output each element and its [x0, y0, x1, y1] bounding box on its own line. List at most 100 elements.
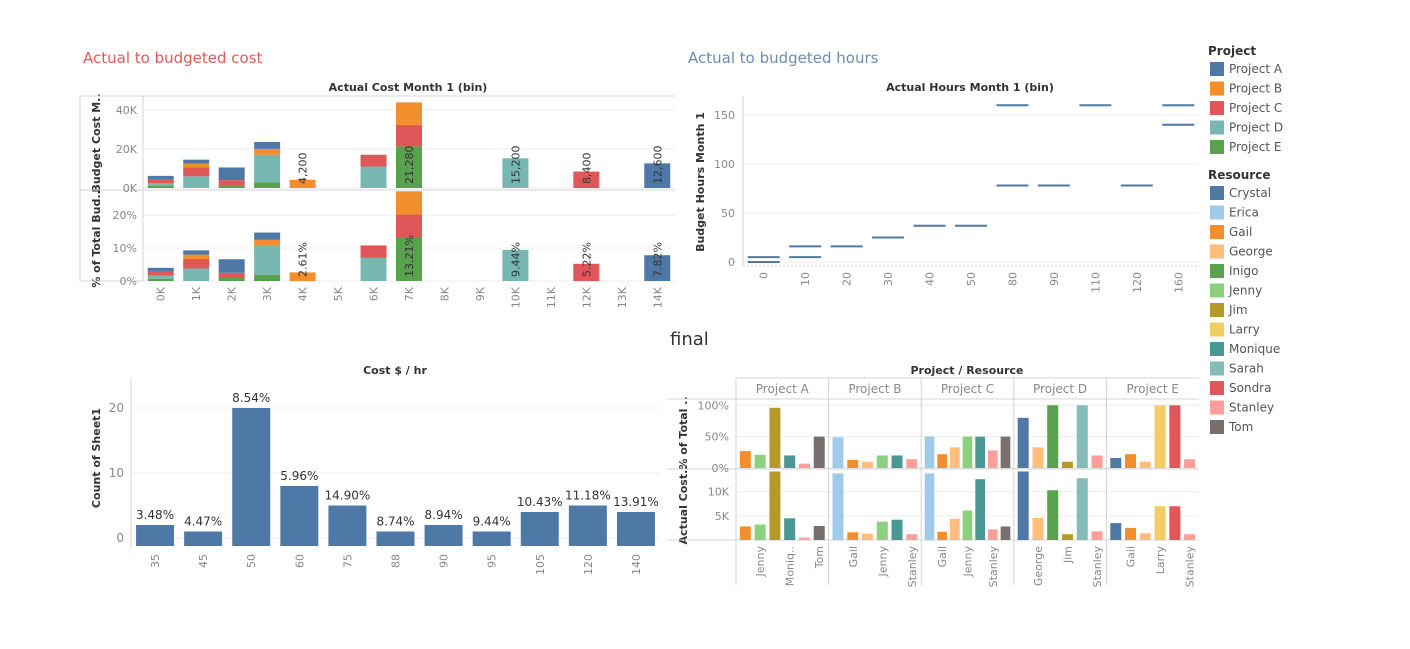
cost-bar-segment	[218, 180, 245, 186]
legend-swatch-project	[1210, 101, 1224, 115]
hours-y-tick-label: 50	[721, 207, 735, 220]
hours-ylabel: Budget Hours Month 1	[694, 112, 707, 252]
cost-bar-segment	[644, 163, 671, 188]
projres-pane2-ylabel: Actual Cost..	[677, 466, 690, 545]
costhr-data-label: 8.54%	[232, 391, 270, 405]
cost-bar-segment	[396, 102, 422, 125]
projres-bar	[1154, 506, 1166, 540]
cost-bar-segment	[502, 158, 529, 188]
legend-item-resource: George	[1229, 245, 1273, 259]
projres-bar	[876, 455, 888, 468]
hours-x-tick-label: 10	[799, 272, 812, 286]
projres-bar	[1125, 454, 1137, 468]
costhr-data-label: 10.43%	[517, 495, 563, 509]
cost-y-tick-label: 40K	[116, 104, 138, 117]
costhr-x-tick-label: 88	[390, 554, 403, 568]
costhr-bar	[424, 525, 463, 546]
projres-x-tick-label: George	[1032, 546, 1045, 586]
cost-x-tick-label: 0K	[155, 286, 168, 301]
costhr-ylabel: Count of Sheet1	[90, 408, 103, 508]
projres-bar	[1125, 527, 1137, 540]
actual-cost-chart: Actual Cost Month 1 (bin) Budget Cost M.…	[79, 81, 675, 308]
cost-x-tick-label: 13K	[616, 286, 629, 308]
projres-x-tick-label: Gail	[847, 546, 860, 567]
projres-bar	[975, 436, 985, 468]
cost-bar-segment	[147, 278, 174, 281]
hours-chart-title: Actual Hours Month 1 (bin)	[886, 81, 1054, 94]
projres-bar	[784, 455, 796, 468]
cost-y-tick-label: 20K	[116, 143, 138, 156]
costhr-data-label: 14.90%	[325, 489, 371, 503]
cost-x-tick-label: 9K	[474, 286, 487, 301]
projres-bar	[1139, 533, 1151, 540]
projres-bar	[1061, 461, 1073, 468]
cost-bar-segment	[183, 176, 210, 188]
projres-x-tick-label: Jenny	[754, 546, 767, 578]
hours-x-tick-label: 90	[1048, 272, 1061, 286]
costhr-bar	[136, 525, 175, 546]
projres-bar	[924, 436, 935, 468]
projres-bar	[962, 436, 973, 468]
cost-bar-segment	[147, 275, 174, 279]
costhr-data-label: 5.96%	[280, 469, 318, 483]
costhr-bar	[616, 512, 655, 546]
costhr-x-tick-label: 120	[582, 554, 595, 575]
legend-item-resource: Inigo	[1229, 264, 1258, 278]
costhr-y-tick-label: 0	[116, 531, 124, 545]
projres-bar	[1032, 517, 1044, 540]
costhr-bar	[184, 531, 223, 546]
legend-swatch-resource	[1210, 361, 1224, 376]
cost-x-tick-label: 6K	[368, 286, 381, 301]
projres-bar	[1184, 534, 1196, 540]
project-resource-chart: Project / Resource % of Total .. Actual …	[667, 364, 1199, 587]
costhr-bar	[280, 486, 319, 546]
projres-bar	[784, 518, 796, 540]
projres-bar	[891, 519, 903, 540]
projres-bar	[1169, 405, 1181, 468]
cost-bar-segment	[183, 254, 210, 259]
cost-x-tick-label: 1K	[190, 286, 203, 301]
projres-bar	[906, 534, 918, 540]
costhr-chart-title: Cost $ / hr	[363, 364, 427, 377]
legend-item-resource: Sondra	[1229, 381, 1271, 395]
cost-data-label: 7.82%	[651, 242, 664, 277]
projres-group-header: Project D	[1033, 382, 1087, 396]
cost-bar-segment	[147, 267, 174, 272]
projres-bar	[832, 473, 844, 540]
cost-y-tick-label: 0%	[120, 275, 137, 288]
cost-per-hour-chart: Cost $ / hr Count of Sheet1 0 10 20 3.48% 35…	[90, 364, 660, 575]
cost-data-label: 21,280	[403, 146, 416, 185]
hours-x-tick-label: 80	[1006, 272, 1019, 286]
projres-bar	[813, 526, 825, 540]
projres-bar	[1000, 526, 1011, 540]
costhr-x-tick-label: 35	[149, 554, 162, 568]
costhr-bar	[472, 531, 511, 546]
projres-y-tick-label: 0%	[712, 462, 729, 475]
projres-bar	[769, 471, 781, 540]
costhr-data-label: 9.44%	[473, 515, 511, 529]
hours-y-tick-label: 0	[728, 256, 735, 269]
projres-y-tick-label: 100%	[698, 399, 729, 412]
projres-bar	[1169, 506, 1181, 540]
cost-x-tick-label: 10K	[509, 286, 522, 308]
projres-bar	[754, 454, 766, 468]
projres-bar	[1154, 405, 1166, 468]
legend-item-resource: Stanley	[1229, 401, 1274, 415]
legend-item-resource: Jenny	[1228, 284, 1262, 298]
projres-bar	[987, 450, 998, 468]
projres-bar	[1091, 531, 1103, 540]
cost-data-label: 9.44%	[509, 242, 522, 277]
projres-bar	[739, 451, 751, 468]
projres-bar	[798, 463, 810, 468]
costhr-data-label: 4.47%	[184, 515, 222, 529]
costhr-data-label: 3.48%	[136, 508, 174, 522]
legend-item-resource: Gail	[1229, 225, 1252, 239]
costhr-bar	[568, 505, 607, 546]
projres-x-tick-label: Larry	[1154, 546, 1167, 575]
projres-bar	[862, 533, 874, 540]
costhr-x-tick-label: 75	[341, 554, 354, 568]
projres-x-tick-label: Stanley	[1184, 546, 1197, 588]
legend-swatch-resource	[1210, 205, 1224, 220]
cost-bar-segment	[218, 167, 245, 181]
